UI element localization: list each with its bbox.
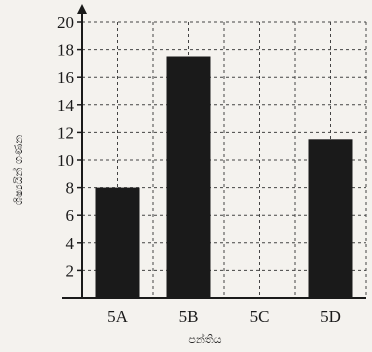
y-tick-label: 2: [66, 261, 75, 280]
y-tick-label: 16: [57, 68, 74, 87]
x-tick-label: 5D: [320, 307, 341, 326]
y-tick-label: 6: [66, 206, 75, 225]
y-tick-labels: 2 4 6 8 10 12 14 16 18 20: [57, 13, 82, 280]
y-tick-label: 18: [57, 41, 74, 60]
y-axis-title: ශිෂ්‍යයින් ගණන: [11, 135, 25, 205]
x-tick-label: 5C: [250, 307, 270, 326]
x-tick-label: 5B: [179, 307, 199, 326]
bar-5a: [95, 187, 140, 298]
bar-5b: [166, 56, 211, 298]
y-axis-arrow: [77, 4, 87, 14]
y-tick-label: 20: [57, 13, 74, 32]
bar-5d: [308, 139, 353, 298]
x-tick-label: 5A: [107, 307, 129, 326]
y-tick-label: 14: [57, 96, 75, 115]
y-tick-label: 10: [57, 151, 74, 170]
bars: [95, 56, 353, 298]
axes: [62, 4, 366, 299]
y-tick-label: 12: [57, 123, 74, 142]
x-tick-labels: 5A 5B 5C 5D: [107, 307, 341, 326]
y-tick-label: 4: [66, 234, 75, 253]
y-tick-label: 8: [66, 179, 75, 198]
x-axis-title: පන්තිය: [188, 332, 221, 346]
